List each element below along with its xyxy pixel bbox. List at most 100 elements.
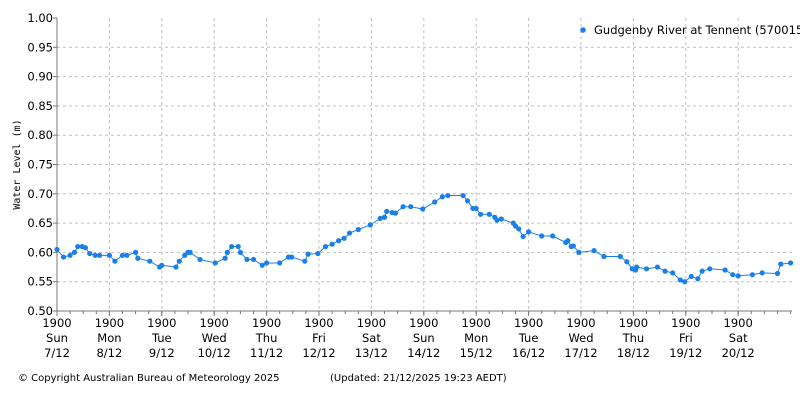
x-tick-day: Wed: [202, 331, 227, 345]
x-tick-day: Thu: [255, 331, 278, 345]
y-tick-label: 0.85: [27, 99, 53, 113]
x-tick-date: 9/12: [149, 346, 175, 360]
x-tick-date: 7/12: [44, 346, 70, 360]
data-point: [565, 238, 571, 244]
data-point: [54, 246, 60, 253]
x-tick-time: 1900: [304, 316, 333, 330]
data-point: [477, 211, 484, 217]
data-point: [494, 217, 500, 223]
x-tick-time: 1900: [357, 316, 386, 330]
data-point: [92, 252, 98, 258]
data-point: [778, 261, 784, 267]
data-point: [133, 249, 139, 255]
data-point: [682, 279, 688, 285]
data-point: [315, 250, 321, 257]
x-tick-day: Sat: [362, 331, 381, 345]
x-tick-time: 1900: [462, 316, 491, 330]
data-point: [473, 205, 479, 212]
legend-label: Gudgenby River at Tennent (570015): [594, 23, 800, 37]
data-point: [377, 215, 383, 222]
data-point: [439, 194, 445, 200]
x-tick-date: 18/12: [617, 346, 650, 360]
data-point: [176, 258, 182, 264]
x-tick-time: 1900: [724, 316, 753, 330]
x-tick-date: 15/12: [460, 346, 493, 360]
data-point: [774, 270, 781, 277]
x-tick-day: Fri: [679, 331, 693, 345]
data-point: [96, 252, 103, 258]
data-point: [173, 264, 179, 270]
data-point: [75, 243, 81, 250]
data-point: [591, 248, 597, 254]
data-point: [576, 249, 582, 255]
x-tick-day: Wed: [568, 331, 593, 345]
data-point: [355, 226, 361, 233]
data-point: [420, 206, 426, 212]
data-point: [235, 243, 241, 250]
data-point: [486, 211, 492, 217]
data-point: [124, 252, 130, 258]
x-tick-time: 1900: [671, 316, 700, 330]
x-tick-date: 13/12: [355, 346, 388, 360]
x-tick-day: Sun: [413, 331, 435, 345]
updated-timestamp: (Updated: 21/12/2025 19:23 AEDT): [330, 373, 507, 384]
copyright-text: © Copyright Australian Bureau of Meteoro…: [18, 373, 280, 384]
data-point: [224, 249, 230, 255]
data-point: [570, 243, 576, 249]
data-point: [617, 253, 623, 260]
x-tick-time: 1900: [619, 316, 648, 330]
data-point: [526, 229, 532, 235]
data-point: [749, 272, 755, 278]
data-point: [759, 270, 765, 276]
x-tick-date: 19/12: [669, 346, 702, 360]
data-point: [367, 222, 373, 228]
data-point: [516, 226, 522, 232]
x-tick-time: 1900: [514, 316, 543, 330]
data-point: [264, 260, 270, 266]
x-tick-time: 1900: [200, 316, 229, 330]
data-point: [634, 264, 640, 270]
data-point: [244, 256, 250, 263]
data-point: [197, 256, 203, 263]
data-point: [135, 255, 141, 261]
data-point: [392, 210, 399, 216]
y-tick-label: 0.60: [27, 245, 53, 259]
data-point: [346, 230, 353, 236]
data-point: [341, 235, 347, 241]
data-point: [601, 253, 607, 260]
data-point: [730, 272, 736, 278]
data-point: [460, 192, 466, 199]
y-tick-label: 1.00: [27, 11, 53, 25]
x-tick-date: 17/12: [564, 346, 597, 360]
data-point: [119, 252, 126, 258]
data-point: [159, 262, 165, 268]
data-point: [229, 243, 235, 250]
data-point: [82, 245, 88, 251]
legend-marker: [580, 27, 586, 33]
data-point: [670, 270, 676, 276]
data-point: [464, 198, 471, 204]
data-point: [699, 268, 705, 274]
data-point: [722, 267, 728, 273]
y-tick-label: 0.55: [27, 275, 53, 289]
data-point: [707, 266, 713, 272]
y-tick-label: 0.80: [27, 128, 53, 142]
data-point: [520, 233, 526, 240]
x-tick-time: 1900: [409, 316, 438, 330]
x-tick-day: Tue: [151, 331, 172, 345]
data-point: [302, 258, 308, 264]
data-point: [277, 260, 283, 266]
x-tick-time: 1900: [42, 316, 71, 330]
data-point: [106, 252, 112, 258]
data-point: [60, 254, 67, 260]
data-point: [400, 204, 406, 210]
data-point: [187, 249, 193, 255]
x-tick-date: 16/12: [512, 346, 545, 360]
data-point: [112, 258, 118, 264]
data-point: [735, 273, 741, 279]
data-point: [643, 266, 650, 272]
data-point: [212, 260, 218, 266]
data-point: [624, 259, 630, 265]
data-point: [147, 258, 153, 264]
